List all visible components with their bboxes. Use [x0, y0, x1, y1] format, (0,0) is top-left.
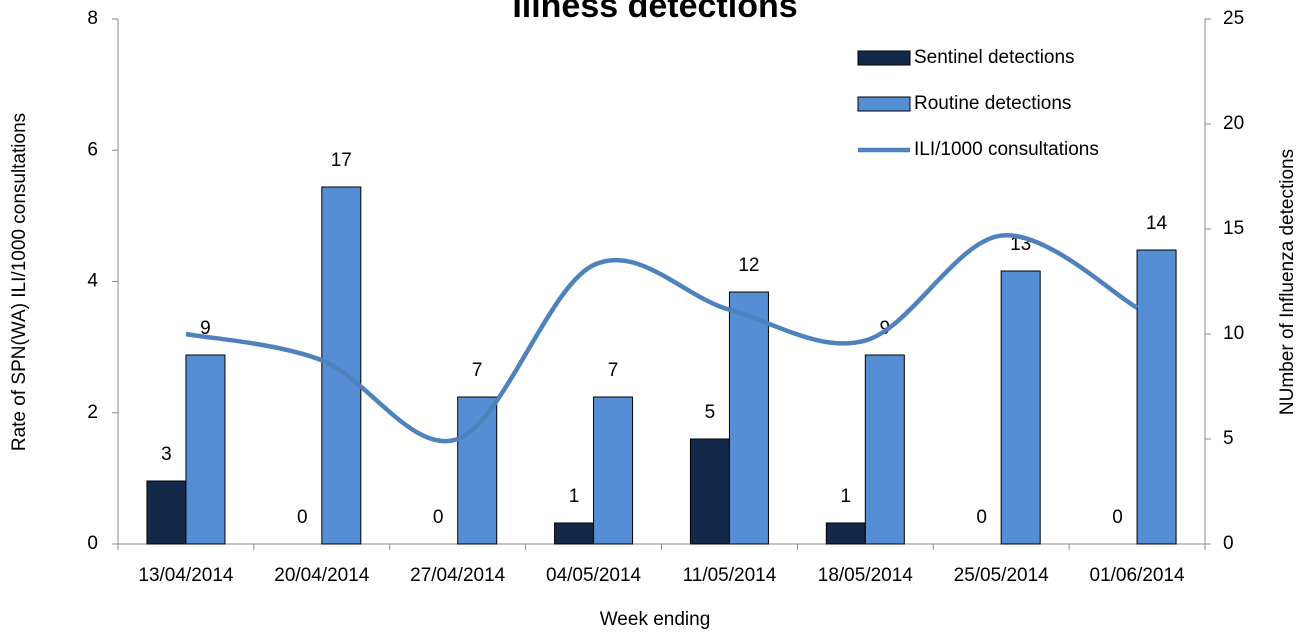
x-tick-label: 04/05/2014 — [546, 565, 642, 586]
x-tick-label: 01/06/2014 — [1090, 565, 1186, 586]
bar — [593, 396, 634, 545]
y2-tick-label: 10 — [1223, 323, 1244, 344]
bar — [457, 396, 498, 545]
x-tick-label: 11/05/2014 — [683, 565, 777, 586]
data-label: 0 — [1112, 507, 1123, 528]
y2-tick-label: 15 — [1223, 218, 1244, 239]
bar — [689, 438, 730, 545]
y-tick-label: 2 — [87, 402, 98, 423]
bar — [1000, 270, 1041, 545]
data-label: 7 — [608, 360, 619, 381]
y2-tick-label: 20 — [1223, 113, 1244, 134]
bar — [728, 291, 769, 545]
y2-tick-label: 0 — [1223, 533, 1234, 554]
x-tick-label: 18/05/2014 — [818, 565, 914, 586]
data-label: 7 — [472, 360, 483, 381]
y2-tick-label: 25 — [1223, 8, 1244, 29]
y-tick-label: 0 — [87, 533, 98, 554]
data-label: 0 — [976, 507, 987, 528]
legend-swatch — [857, 50, 911, 66]
bar — [825, 522, 866, 545]
data-label: 1 — [569, 486, 580, 507]
data-label: 9 — [200, 318, 211, 339]
x-tick-label: 27/04/2014 — [410, 565, 506, 586]
data-label: 0 — [297, 507, 308, 528]
y-axis-label: Rate of SPN(WA) ILI/1000 consultations — [9, 113, 30, 451]
legend-label: Sentinel detections — [914, 47, 1075, 68]
chart-title: Illness detections — [512, 0, 797, 25]
x-tick-label: 20/04/2014 — [274, 565, 370, 586]
bar — [146, 480, 187, 545]
data-label: 3 — [161, 444, 172, 465]
y-tick-label: 6 — [87, 139, 98, 160]
bar — [321, 186, 362, 545]
x-axis-label: Week ending — [600, 609, 711, 630]
data-label: 14 — [1146, 213, 1168, 234]
legend-swatch — [857, 96, 911, 112]
y-tick-label: 4 — [87, 271, 98, 292]
data-label: 17 — [331, 150, 352, 171]
bar — [864, 354, 905, 545]
y2-axis-label: NUmber of Influenza detections — [1277, 149, 1298, 415]
x-tick-label: 25/05/2014 — [954, 565, 1050, 586]
bar — [554, 522, 595, 545]
x-tick-label: 13/04/2014 — [138, 565, 234, 586]
legend-label: ILI/1000 consultations — [914, 139, 1099, 160]
y-tick-label: 8 — [87, 8, 98, 29]
y2-tick-label: 5 — [1223, 428, 1234, 449]
legend-label: Routine detections — [914, 93, 1071, 114]
data-label: 1 — [841, 486, 852, 507]
data-label: 0 — [433, 507, 444, 528]
bar — [1136, 249, 1177, 545]
bar — [185, 354, 226, 545]
data-label: 12 — [738, 255, 759, 276]
line — [185, 233, 1139, 444]
data-label: 5 — [705, 402, 716, 423]
